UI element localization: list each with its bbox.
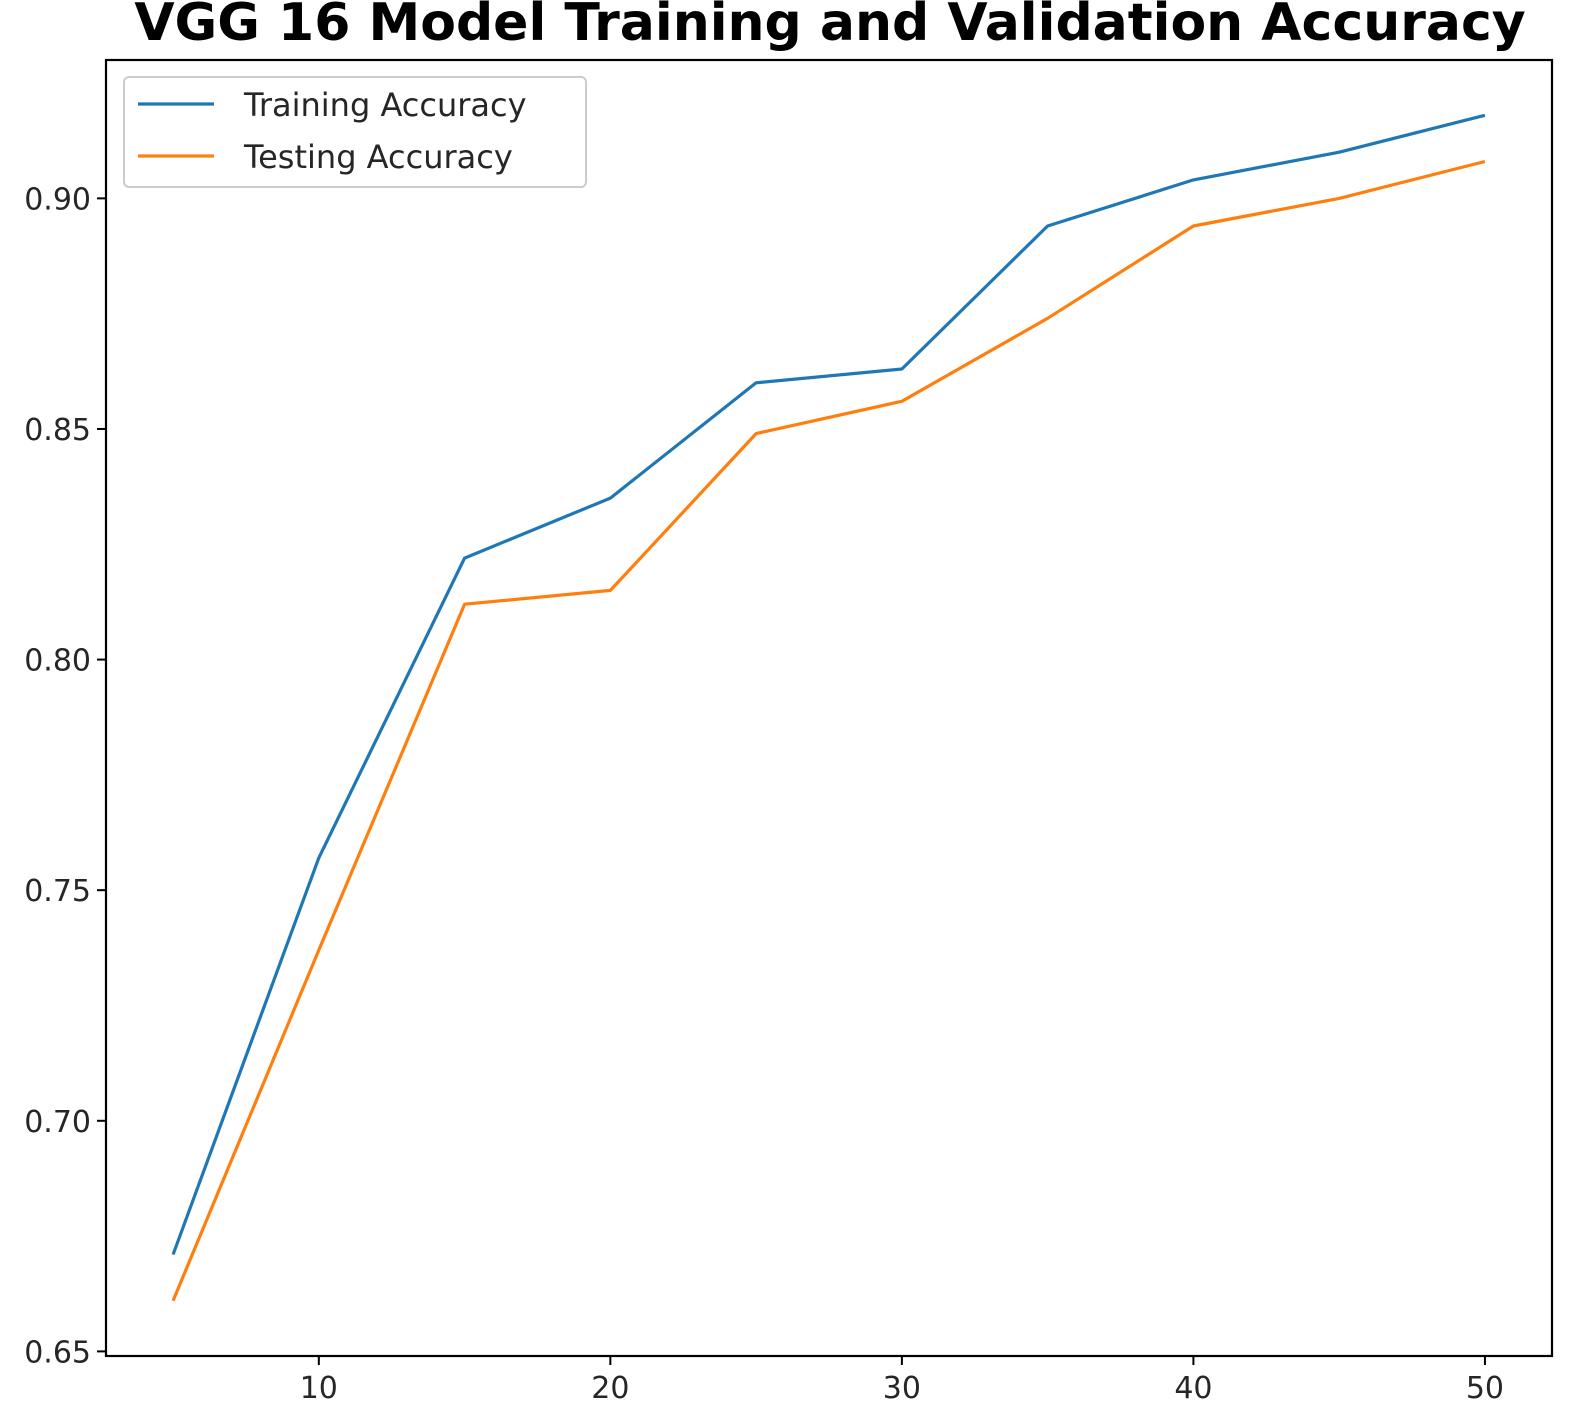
legend: Training Accuracy Testing Accuracy: [123, 76, 587, 188]
y-tick-label: 0.75: [24, 874, 91, 909]
y-axis: 0.65 0.70 0.75 0.80 0.85 0.90: [24, 182, 106, 1370]
x-tick-label: 10: [300, 1371, 338, 1406]
x-axis: 10 20 30 40 50: [300, 1356, 1504, 1406]
x-tick-label: 30: [883, 1371, 921, 1406]
legend-label-training-accuracy: Training Accuracy: [243, 86, 527, 124]
y-tick-label: 0.70: [24, 1105, 91, 1140]
x-tick-label: 40: [1174, 1371, 1212, 1406]
legend-label-testing-accuracy: Testing Accuracy: [243, 138, 513, 176]
x-tick-label: 50: [1466, 1371, 1504, 1406]
y-tick-label: 0.80: [24, 644, 91, 679]
plot-lines: [171, 113, 1486, 1302]
chart-title: VGG 16 Model Training and Validation Acc…: [134, 0, 1525, 53]
y-tick-label: 0.85: [24, 413, 91, 448]
y-tick-label: 0.90: [24, 182, 91, 217]
x-tick-label: 20: [591, 1371, 629, 1406]
series-line-testing-accuracy: [171, 159, 1486, 1302]
series-line-training-accuracy: [171, 113, 1486, 1256]
plot-frame: [104, 58, 1554, 1358]
y-tick-label: 0.65: [24, 1335, 91, 1370]
legend-box: [123, 76, 587, 188]
